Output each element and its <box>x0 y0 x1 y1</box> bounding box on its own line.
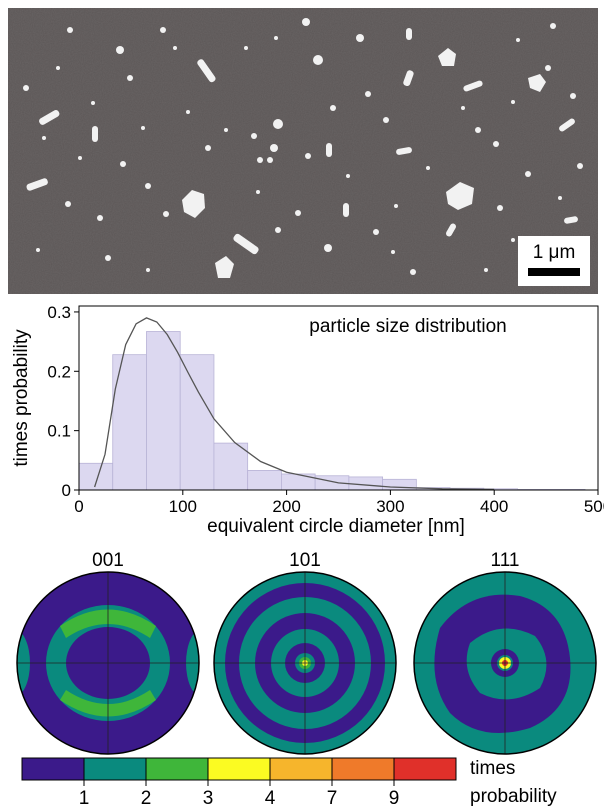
colorbar-cell <box>145 757 209 781</box>
histogram-bar <box>179 354 215 491</box>
colorbar-cell <box>207 757 271 781</box>
colorbar: 1 2 3 4 7 9 times probability <box>21 757 557 809</box>
fit-curve <box>93 317 495 491</box>
x-tick-label: 500 <box>584 497 604 516</box>
histogram-bars <box>78 331 586 491</box>
y-axis-ticks: 0 0.1 0.2 0.3 <box>47 303 79 500</box>
sem-micrograph: 1 μm <box>8 8 598 294</box>
x-axis-label: equivalent circle diameter [nm] <box>207 516 465 537</box>
histogram-bar <box>247 470 282 491</box>
pole-figure-label-101: 101 <box>289 550 321 571</box>
particles <box>23 18 583 278</box>
colorbar-tick-label: 4 <box>265 788 276 809</box>
colorbar-cell <box>21 757 85 781</box>
y-tick-label: 0 <box>62 481 71 500</box>
colorbar-tick-label: 7 <box>327 788 338 809</box>
pole-figure-111 <box>414 572 596 754</box>
colorbar-tick-label: 9 <box>389 788 400 809</box>
scale-bar-line <box>528 268 580 276</box>
y-tick-label: 0.1 <box>47 422 71 441</box>
histogram-bar <box>213 442 249 491</box>
histogram-bar <box>112 354 147 491</box>
colorbar-tick-label: 1 <box>79 788 90 809</box>
colorbar-cell <box>331 757 395 781</box>
colorbar-ticks: 1 2 3 4 7 9 <box>79 780 400 809</box>
pole-figure-label-001: 001 <box>92 550 124 571</box>
histogram-bar <box>146 331 181 491</box>
pole-figure-001 <box>17 572 199 754</box>
y-axis-label: times probability <box>11 329 32 467</box>
y-tick-label: 0.2 <box>47 362 71 381</box>
colorbar-cell <box>83 757 147 781</box>
colorbar-tick-label: 2 <box>141 788 152 809</box>
scale-bar-label: 1 μm <box>532 242 576 263</box>
histogram-bar <box>382 478 417 491</box>
x-tick-label: 100 <box>169 497 197 516</box>
colorbar-cells <box>21 757 457 781</box>
size-distribution-chart: 0 100 200 300 400 500 0 0.1 0.2 0.3 particle siz… <box>11 303 604 537</box>
x-tick-label: 0 <box>74 497 83 516</box>
histogram-bar <box>281 473 316 491</box>
y-tick-label: 0.3 <box>47 303 71 322</box>
x-tick-label: 200 <box>272 497 300 516</box>
colorbar-cell <box>269 757 333 781</box>
colorbar-tick-label: 3 <box>203 788 214 809</box>
pole-figure-101 <box>214 572 396 754</box>
x-axis-ticks: 0 100 200 300 400 500 <box>74 490 604 516</box>
plot-frame <box>78 305 599 491</box>
colorbar-title-line2: probability <box>470 786 557 807</box>
pole-figure-label-111: 111 <box>491 550 520 571</box>
colorbar-cell <box>393 757 457 781</box>
x-tick-label: 400 <box>480 497 508 516</box>
histogram-bar <box>78 462 114 491</box>
scale-bar: 1 μm <box>518 236 590 286</box>
micrograph-image <box>8 8 598 294</box>
colorbar-title-line1: times <box>470 758 515 779</box>
x-tick-label: 300 <box>376 497 404 516</box>
pole-figures: 001 101 111 <box>16 550 597 755</box>
chart-title: particle size distribution <box>309 316 506 337</box>
